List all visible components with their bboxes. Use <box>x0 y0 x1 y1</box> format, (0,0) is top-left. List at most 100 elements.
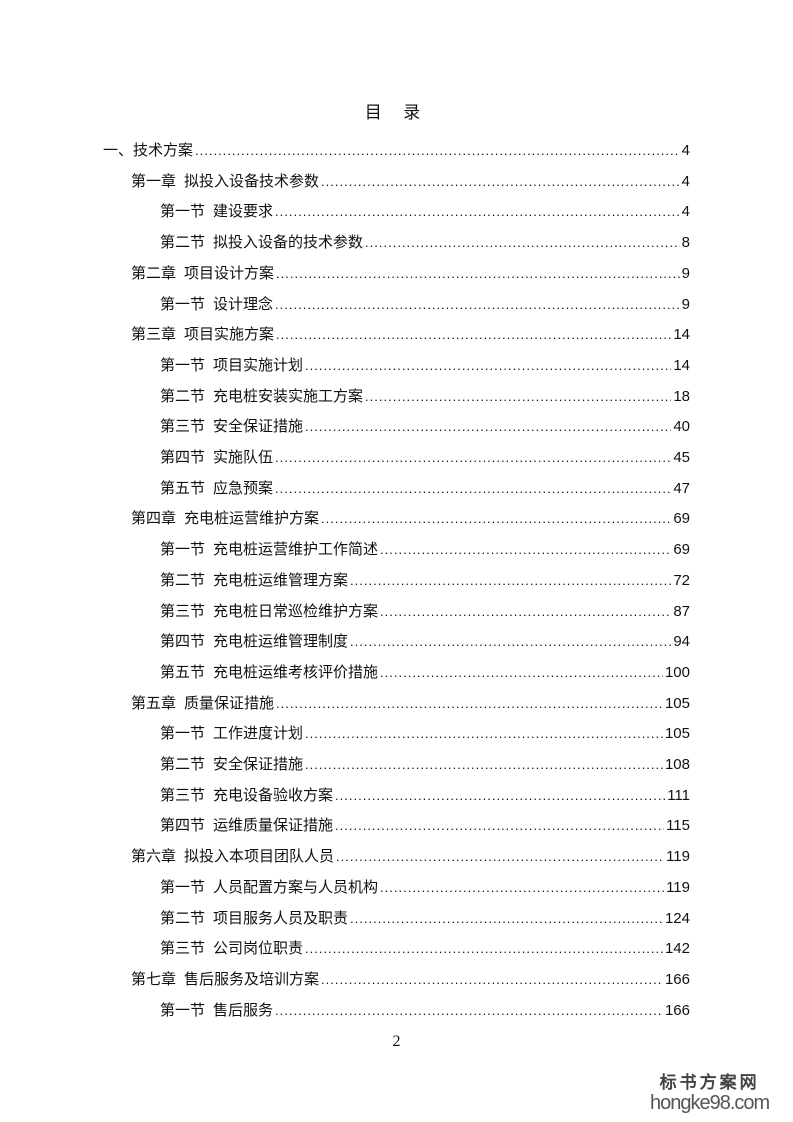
toc-entry-label: 第二节 充电桩运维管理方案 <box>160 568 348 592</box>
toc-entry-text: 项目设计方案 <box>184 263 275 282</box>
toc-entry-page: 142 <box>664 940 690 958</box>
toc-entry-label: 一、技术方案 <box>103 138 193 162</box>
toc-entry-text: 公司岗位职责 <box>213 939 304 958</box>
toc-entry-label: 第六章 拟投入本项目团队人员 <box>131 844 334 868</box>
toc-entry-label: 第二节 安全保证措施 <box>160 752 303 776</box>
toc-entry-label: 第三节 充电桩日常巡检维护方案 <box>160 599 378 623</box>
dot-leader <box>305 722 663 746</box>
dot-leader <box>321 507 671 531</box>
toc-entry-page: 166 <box>664 1001 690 1019</box>
toc-entry-text: 建设要求 <box>213 202 274 221</box>
toc-entry-page: 9 <box>681 264 690 282</box>
toc-entry-page: 115 <box>666 817 690 835</box>
watermark-cn: 标书方案网 <box>659 1073 760 1093</box>
toc-entry-label: 第三章 项目实施方案 <box>131 322 274 346</box>
dot-leader <box>380 876 664 900</box>
toc-entry-number: 第二节 <box>160 233 206 252</box>
toc-entry-text: 售后服务及培训方案 <box>184 969 320 988</box>
toc-entry-page: 47 <box>673 479 690 497</box>
toc-entry-text: 充电桩运维管理方案 <box>213 570 349 589</box>
dot-leader <box>336 845 664 869</box>
toc-entry-label: 第一章 拟投入设备技术参数 <box>131 169 319 193</box>
toc-entry-text: 充电桩运营维护工作简述 <box>213 540 379 559</box>
toc-entry-text: 拟投入设备的技术参数 <box>213 233 364 252</box>
dot-leader <box>350 569 671 593</box>
watermark-en: hongke98.com <box>650 1092 770 1114</box>
toc-entry-number: 第二节 <box>160 386 206 405</box>
toc-entry-number: 第五章 <box>131 693 177 712</box>
toc-entry-text: 项目实施方案 <box>184 325 275 344</box>
toc-entry[interactable]: 一、技术方案 4 <box>103 138 690 162</box>
dot-leader <box>275 477 671 501</box>
toc-entry-label: 第五节 应急预案 <box>160 476 273 500</box>
toc-entry-text: 售后服务 <box>213 1000 274 1019</box>
toc-entry-text: 工作进度计划 <box>213 724 304 743</box>
toc-entry-text: 拟投入本项目团队人员 <box>184 847 335 866</box>
toc-entry-page: 105 <box>664 694 690 712</box>
toc-entry-label: 第四节 运维质量保证措施 <box>160 813 333 837</box>
toc-title: 目 录 <box>364 103 429 123</box>
toc-entry-page: 4 <box>681 142 690 159</box>
toc-entry-number: 第一章 <box>131 171 177 190</box>
dot-leader <box>305 937 663 961</box>
toc-entry-label: 第一节 工作进度计划 <box>160 721 303 745</box>
dot-leader <box>335 784 665 808</box>
toc-entry-text: 充电桩运营维护方案 <box>184 509 320 528</box>
dot-leader <box>365 231 680 255</box>
toc-entry-number: 第一节 <box>160 877 206 896</box>
toc-entry-number: 第二章 <box>131 263 177 282</box>
toc-entry-number: 第一节 <box>160 724 206 743</box>
toc-entry-label: 第三节 安全保证措施 <box>160 414 303 438</box>
toc-entry-page: 69 <box>673 510 690 528</box>
toc-entry-label: 第五节 充电桩运维考核评价措施 <box>160 660 378 684</box>
toc-entry-text: 实施队伍 <box>213 448 274 466</box>
toc-entry-number: 第二节 <box>160 908 206 927</box>
toc-entry-text: 拟投入设备技术参数 <box>184 171 320 190</box>
toc-entry-text: 安全保证措施 <box>213 755 304 773</box>
dot-leader <box>321 968 663 992</box>
toc-entry-text: 质量保证措施 <box>184 693 275 712</box>
toc-entry-page: 45 <box>673 449 690 466</box>
dot-leader <box>350 907 663 931</box>
toc-entry-text: 充电桩安装实施工方案 <box>213 386 364 405</box>
toc-entry-number: 第二节 <box>160 570 206 589</box>
watermark-logo: 标书方案网 hongke98.com <box>650 1068 770 1114</box>
toc-entry-number: 第一节 <box>160 1000 206 1019</box>
toc-entry-number: 第三节 <box>160 417 206 436</box>
toc-entry-number: 第六章 <box>131 847 177 866</box>
toc-entry-number: 第四节 <box>160 816 206 835</box>
toc-entry-number: 第三节 <box>160 785 206 804</box>
toc-entry-page: 119 <box>666 848 690 866</box>
toc-entry-label: 第一节 项目实施计划 <box>160 353 303 377</box>
toc-entry-text: 安全保证措施 <box>213 417 304 436</box>
toc-entry-text: 充电桩运维管理制度 <box>213 632 349 651</box>
